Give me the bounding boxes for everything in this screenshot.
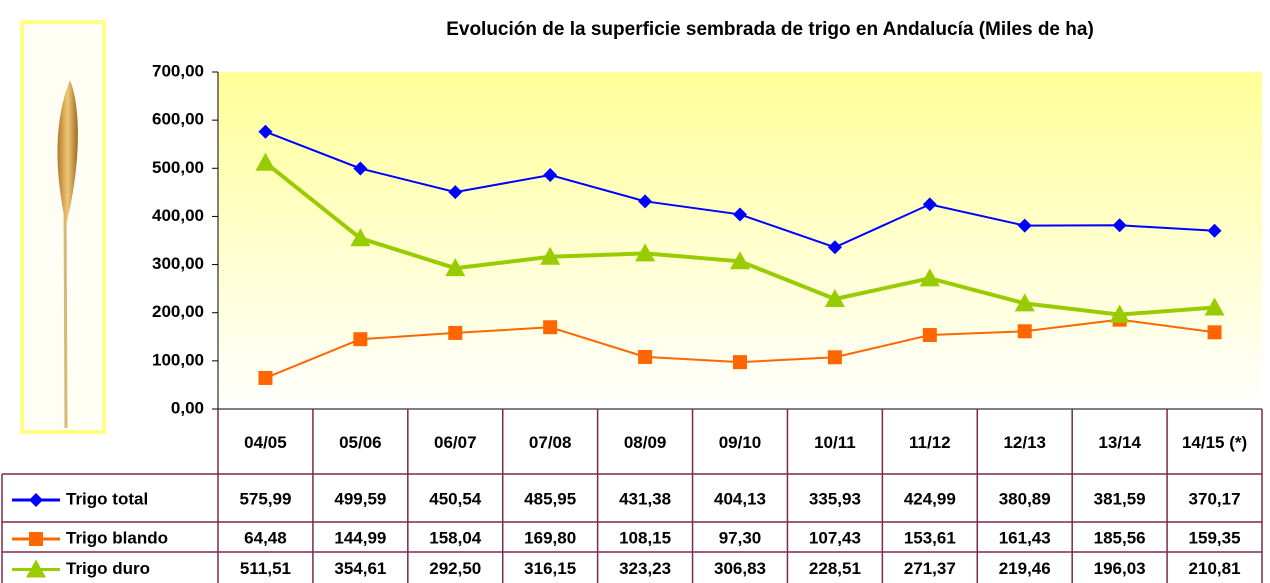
legend-marker — [29, 532, 43, 546]
point — [1109, 304, 1130, 323]
x-tick-label: 14/15 (*) — [1182, 433, 1247, 452]
point — [353, 161, 368, 176]
point — [1112, 218, 1127, 233]
point — [733, 207, 747, 222]
table-cell: 107,43 — [809, 528, 861, 547]
table-cell: 161,43 — [999, 528, 1051, 547]
point — [445, 258, 466, 277]
table-cell: 404,13 — [714, 489, 766, 508]
table-cell: 323,23 — [619, 559, 671, 578]
point — [733, 355, 747, 370]
y-tick-label: 0,00 — [171, 398, 204, 417]
y-tick-label: 300,00 — [152, 254, 204, 273]
table-cell: 431,38 — [619, 489, 671, 508]
x-tick-label: 11/12 — [909, 433, 951, 452]
y-tick-label: 200,00 — [152, 302, 204, 321]
table-cell: 144,99 — [334, 528, 386, 547]
table-cell: 316,15 — [524, 559, 576, 578]
table-cell: 370,17 — [1189, 489, 1241, 508]
table-cell: 424,99 — [904, 489, 956, 508]
x-tick-label: 12/13 — [1003, 433, 1046, 452]
table-cell: 158,04 — [429, 528, 482, 547]
y-tick-label: 500,00 — [152, 158, 204, 177]
point — [824, 288, 845, 307]
point — [635, 243, 656, 262]
table-cell: 228,51 — [809, 559, 861, 578]
table-cell: 271,37 — [904, 559, 956, 578]
y-tick-label: 700,00 — [152, 61, 204, 80]
point — [448, 185, 463, 200]
table-cell: 97,30 — [719, 528, 762, 547]
plot-area — [218, 72, 1262, 409]
x-tick-label: 09/10 — [719, 433, 762, 452]
table-cell: 196,03 — [1094, 559, 1146, 578]
point — [638, 349, 653, 364]
chart-title: Evolución de la superficie sembrada de t… — [446, 19, 1094, 40]
point — [827, 350, 842, 365]
x-tick-label: 10/11 — [814, 433, 856, 452]
point — [1017, 324, 1032, 339]
table-cell: 511,51 — [240, 559, 291, 578]
point — [1014, 293, 1035, 312]
point — [1207, 325, 1222, 340]
point — [919, 268, 940, 287]
table-cell: 499,59 — [334, 489, 386, 508]
table-cell: 153,61 — [904, 528, 956, 547]
table-cell: 64,48 — [244, 528, 287, 547]
point — [1017, 218, 1032, 233]
table-cell: 169,80 — [524, 528, 576, 547]
table-cell: 354,61 — [334, 559, 386, 578]
point — [258, 124, 273, 139]
table-cell: 485,95 — [524, 489, 576, 508]
point — [543, 320, 558, 335]
table-cell: 381,59 — [1094, 489, 1146, 508]
x-tick-label: 13/14 — [1098, 433, 1141, 452]
legend-label: Trigo duro — [66, 559, 150, 578]
legend-marker — [26, 559, 46, 578]
point — [1204, 297, 1225, 316]
point — [1207, 223, 1222, 238]
table-cell: 185,56 — [1094, 528, 1146, 547]
point — [922, 328, 937, 343]
legend-label: Trigo blando — [66, 528, 168, 547]
table-cell: 159,35 — [1189, 528, 1241, 547]
table-cell: 108,15 — [619, 528, 671, 547]
table-cell: 292,50 — [429, 559, 481, 578]
point — [350, 228, 371, 247]
point — [730, 251, 750, 270]
point — [255, 152, 276, 171]
y-tick-label: 400,00 — [152, 206, 204, 225]
table-cell: 335,93 — [809, 489, 861, 508]
legend-label: Trigo total — [66, 489, 148, 508]
table-cell: 380,89 — [999, 489, 1051, 508]
x-tick-label: 04/05 — [244, 433, 287, 452]
table-cell: 219,46 — [999, 559, 1051, 578]
point — [353, 332, 368, 347]
point — [922, 197, 937, 212]
x-tick-label: 07/08 — [529, 433, 572, 452]
legend-marker — [29, 493, 43, 507]
table-cell: 575,99 — [239, 489, 291, 508]
point — [638, 194, 653, 209]
x-tick-label: 06/07 — [434, 433, 477, 452]
table-cell: 306,83 — [714, 559, 766, 578]
y-tick-label: 600,00 — [152, 110, 204, 129]
table-cell: 450,54 — [429, 489, 482, 508]
point — [448, 325, 463, 340]
wheat-picture — [20, 20, 106, 434]
point — [543, 168, 558, 183]
x-tick-label: 05/06 — [339, 433, 382, 452]
point — [258, 370, 273, 385]
point — [827, 240, 842, 255]
table-cell: 210,81 — [1189, 559, 1241, 578]
y-tick-label: 100,00 — [152, 350, 204, 369]
x-tick-label: 08/09 — [624, 433, 667, 452]
point — [540, 246, 561, 265]
